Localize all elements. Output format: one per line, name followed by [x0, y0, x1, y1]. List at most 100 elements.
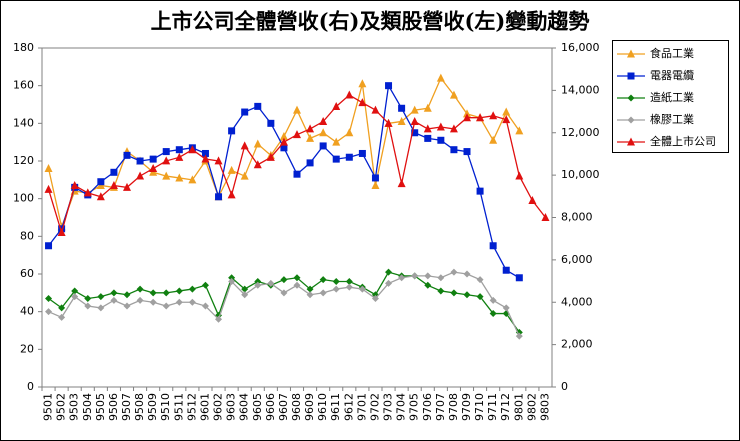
marker	[109, 181, 118, 190]
marker	[306, 285, 314, 293]
marker	[627, 49, 635, 58]
marker	[463, 113, 471, 122]
marker	[136, 157, 144, 165]
marker	[84, 294, 92, 302]
marker	[306, 124, 315, 133]
marker	[188, 298, 196, 306]
y-tick-label: 180	[13, 41, 34, 54]
y2-tick-label: 8,000	[561, 211, 593, 224]
x-tick-label: 9702	[368, 393, 381, 421]
marker	[371, 180, 380, 189]
marker	[319, 289, 327, 297]
x-tick-label: 9602	[212, 393, 225, 421]
marker	[319, 276, 327, 284]
marker	[489, 111, 498, 120]
x-tick-label: 9506	[107, 393, 120, 421]
marker	[515, 126, 524, 135]
marker	[45, 242, 53, 250]
marker	[319, 142, 327, 150]
x-tick-label: 9501	[42, 393, 55, 421]
marker	[332, 285, 340, 293]
marker	[385, 82, 393, 90]
y-tick-label: 60	[20, 267, 34, 280]
marker	[463, 148, 471, 156]
marker	[97, 293, 105, 301]
x-tick-label: 9603	[225, 393, 238, 421]
marker	[293, 281, 301, 289]
marker	[110, 296, 118, 304]
marker	[123, 291, 131, 299]
legend-label: 全體上市公司	[650, 134, 716, 148]
marker	[515, 171, 524, 180]
marker	[332, 137, 341, 146]
marker	[175, 298, 183, 306]
marker	[502, 304, 510, 312]
y2-tick-label: 4,000	[561, 295, 593, 308]
marker	[306, 159, 314, 167]
marker	[423, 124, 432, 133]
marker	[162, 148, 170, 156]
x-tick-label: 9612	[342, 393, 355, 421]
marker	[293, 274, 301, 282]
x-tick-label: 9604	[238, 393, 251, 421]
marker	[149, 164, 158, 173]
x-tick-label: 9503	[68, 393, 81, 421]
marker	[123, 302, 131, 310]
marker	[45, 294, 53, 302]
marker	[71, 287, 79, 295]
marker	[397, 179, 406, 188]
x-tick-label: 9711	[486, 393, 499, 421]
marker	[436, 122, 445, 131]
marker	[254, 278, 262, 286]
y-tick-label: 160	[13, 79, 34, 92]
marker	[306, 133, 315, 142]
marker	[384, 118, 393, 127]
marker	[254, 281, 262, 289]
x-tick-label: 9606	[264, 393, 277, 421]
marker	[96, 192, 105, 201]
marker	[44, 184, 53, 193]
x-tick-label: 9610	[316, 393, 329, 421]
x-tick-label: 9509	[146, 393, 159, 421]
marker	[227, 190, 236, 199]
marker	[515, 328, 523, 336]
marker	[57, 228, 66, 237]
marker	[345, 90, 354, 99]
marker	[280, 144, 288, 152]
marker	[123, 151, 131, 159]
marker	[385, 268, 393, 276]
y-tick-label: 140	[13, 116, 34, 129]
marker	[97, 304, 105, 312]
marker	[241, 285, 249, 293]
marker	[463, 291, 471, 299]
marker	[97, 178, 105, 186]
marker	[437, 274, 445, 282]
marker	[267, 279, 275, 287]
x-tick-label: 9505	[94, 393, 107, 421]
marker	[463, 270, 471, 278]
marker	[306, 291, 314, 299]
marker	[240, 141, 249, 150]
x-tick-label: 9512	[185, 393, 198, 421]
y2-tick-label: 10,000	[561, 168, 600, 181]
legend-label: 造紙工業	[650, 90, 694, 104]
marker	[627, 137, 635, 146]
x-tick-label: 9712	[499, 393, 512, 421]
marker	[345, 283, 353, 291]
marker	[83, 188, 92, 197]
marker	[332, 278, 340, 286]
marker	[110, 168, 118, 176]
legend-label: 橡膠工業	[650, 113, 694, 126]
x-tick-label: 9502	[55, 393, 68, 421]
x-tick-label: 9511	[172, 393, 185, 421]
marker	[332, 155, 340, 163]
y-tick-label: 100	[13, 192, 34, 205]
x-tick-label: 9508	[133, 393, 146, 421]
marker	[345, 153, 353, 161]
marker	[215, 315, 223, 323]
marker	[358, 285, 366, 293]
marker	[175, 146, 183, 154]
marker	[476, 113, 485, 122]
x-tick-label: 9803	[538, 393, 551, 421]
